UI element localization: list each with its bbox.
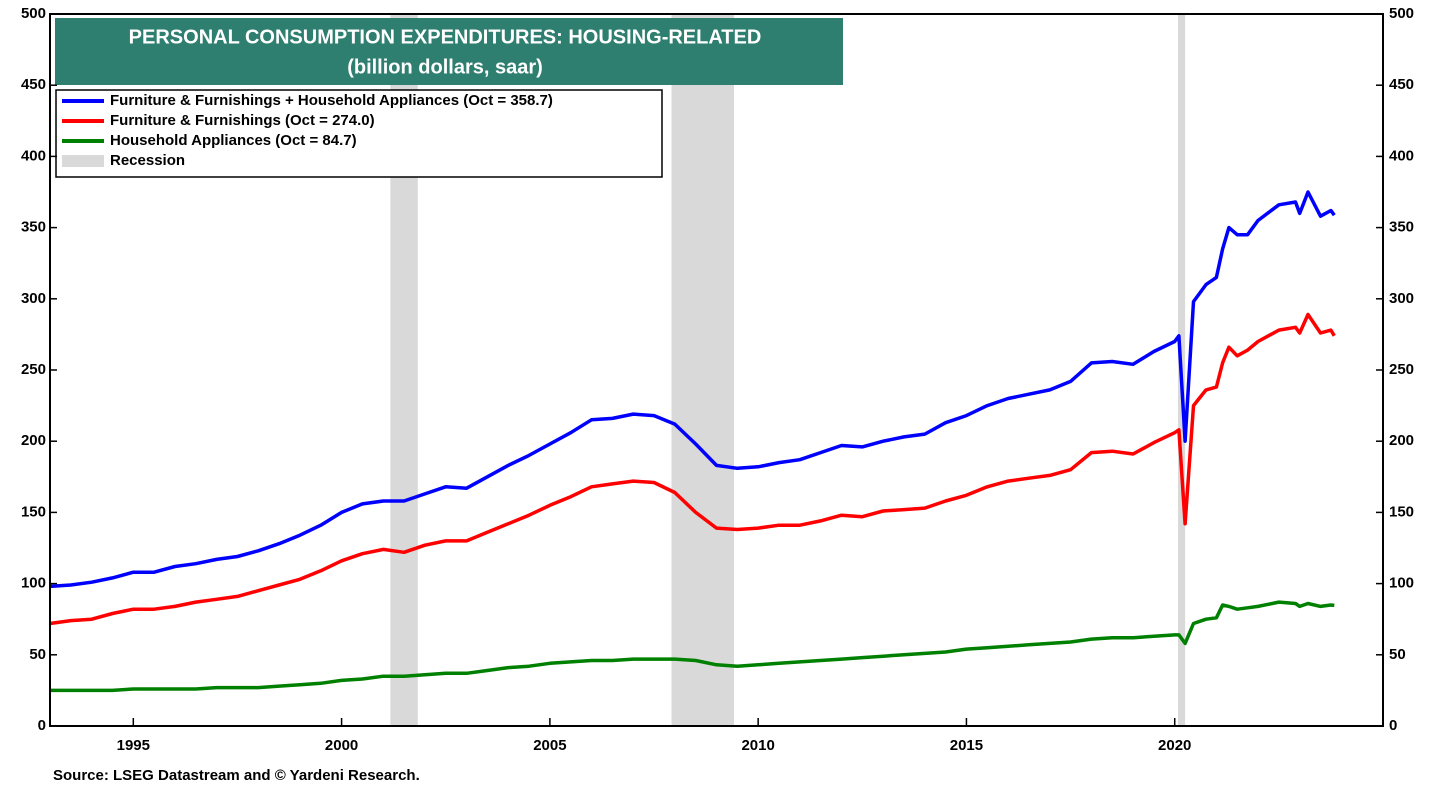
y2-tick-label: 400 xyxy=(1389,147,1414,164)
source: Source: LSEG Datastream and © Yardeni Re… xyxy=(53,767,420,784)
series-line xyxy=(49,312,1336,626)
y2-tick-label: 300 xyxy=(1389,290,1414,307)
x-tick-label: 2020 xyxy=(1158,737,1191,754)
chart-title: PERSONAL CONSUMPTION EXPENDITURES: HOUSI… xyxy=(129,26,762,48)
legend-label: Recession xyxy=(110,152,185,169)
y-tick-label: 0 xyxy=(38,717,46,734)
y-tick-label: 50 xyxy=(29,646,46,663)
y2-tick-label: 250 xyxy=(1389,361,1414,378)
y-tick-label: 350 xyxy=(21,219,46,236)
y2-tick-label: 50 xyxy=(1389,646,1406,663)
chart-subtitle: (billion dollars, saar) xyxy=(347,56,543,78)
x-tick-label: 2000 xyxy=(325,737,358,754)
lines xyxy=(49,190,1336,693)
y-tick-label: 450 xyxy=(21,76,46,93)
y-tick-label: 150 xyxy=(21,503,46,520)
recession-band xyxy=(671,14,734,726)
legend-label: Furniture & Furnishings (Oct = 274.0) xyxy=(110,112,375,129)
y-tick-label: 500 xyxy=(21,5,46,22)
y2-tick-label: 500 xyxy=(1389,5,1414,22)
y-tick-label: 100 xyxy=(21,575,46,592)
y-tick-label: 250 xyxy=(21,361,46,378)
x-tick-label: 2005 xyxy=(533,737,566,754)
legend-box xyxy=(55,89,663,178)
legend-label: Furniture & Furnishings + Household Appl… xyxy=(110,92,553,109)
y2-tick-label: 150 xyxy=(1389,503,1414,520)
y2-tick-label: 450 xyxy=(1389,76,1414,93)
x-tick-label: 1995 xyxy=(117,737,150,754)
y2-tick-label: 350 xyxy=(1389,219,1414,236)
legend-swatch xyxy=(62,155,104,167)
series-line xyxy=(49,190,1336,589)
y-tick-label: 300 xyxy=(21,290,46,307)
legend-label: Household Appliances (Oct = 84.7) xyxy=(110,132,357,149)
y2-tick-label: 0 xyxy=(1389,717,1397,734)
x-tick-label: 2010 xyxy=(741,737,774,754)
x-tick-label: 2015 xyxy=(950,737,983,754)
y2-tick-label: 100 xyxy=(1389,575,1414,592)
y-tick-label: 400 xyxy=(21,147,46,164)
y2-tick-label: 200 xyxy=(1389,432,1414,449)
series-line xyxy=(50,600,1335,693)
title-band xyxy=(55,18,843,85)
y-tick-label: 200 xyxy=(21,432,46,449)
